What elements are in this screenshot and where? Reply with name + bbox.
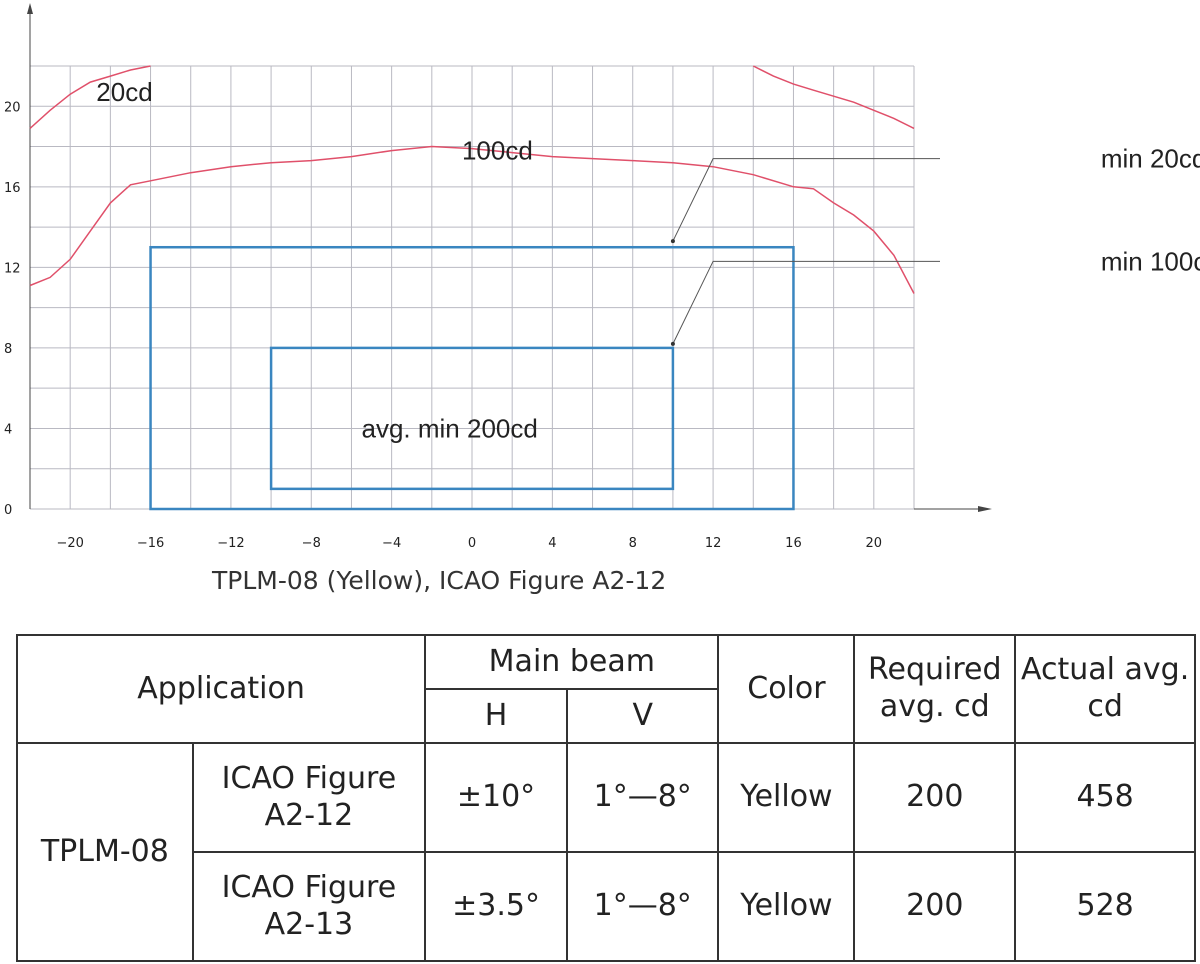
chart-axes: [27, 3, 992, 512]
isocandela-chart: −20 −16 −12 −8 −4 0 4 8 12 16 20 0 4 8 12 16 20 20cd 100cd…: [4, 3, 1200, 551]
cell-group: TPLM-08: [16, 742, 194, 962]
chart-labels: −20 −16 −12 −8 −4 0 4 8 12 16 20 0 4 8 12 16 20 20cd 100cd…: [4, 77, 1200, 551]
annotation-label: min 20cd: [1101, 144, 1200, 174]
x-tick-label: 16: [785, 536, 802, 551]
x-tick-label: −16: [137, 536, 164, 551]
avg-min-200cd-region: [269, 346, 675, 491]
chart-grid: [29, 65, 915, 510]
annotation-label: min 100cd: [1101, 246, 1200, 276]
cell-figure: ICAO Figure A2-12: [191, 742, 427, 853]
y-tick-label: 16: [4, 181, 21, 196]
series-line-100cd: [29, 145, 915, 294]
header-v: V: [565, 688, 720, 744]
cell-figure: ICAO Figure A2-13: [191, 851, 427, 962]
y-tick-label: 20: [4, 100, 21, 115]
callout-min-100cd-dot: [670, 341, 675, 346]
chart-caption: TPLM-08 (Yellow), ICAO Figure A2-12: [212, 566, 667, 595]
x-tick-label: −4: [382, 536, 401, 551]
chart-series: [29, 65, 915, 294]
x-tick-label: 20: [866, 536, 883, 551]
x-tick-label: −8: [302, 536, 321, 551]
header-color: Color: [717, 634, 856, 744]
y-axis-arrow: [27, 3, 33, 14]
cell-required: 200: [853, 742, 1017, 853]
table-subheader-row: H V: [17, 688, 1195, 744]
header-application: Application: [15, 634, 427, 744]
spec-table: Application Main beam Color Required avg…: [15, 634, 1196, 962]
annotation-label: avg. min 200cd: [362, 413, 538, 443]
cell-required: 200: [853, 851, 1017, 962]
y-tick-label: 8: [4, 342, 12, 357]
cell-v: 1°—8°: [565, 742, 720, 853]
header-h: H: [424, 688, 568, 744]
y-tick-label: 0: [4, 503, 12, 518]
table-row: ICAO Figure A2-13 ±3.5° 1°—8° Yellow 200…: [17, 851, 1196, 962]
callout-min-20cd-dot: [670, 239, 675, 244]
cell-v: 1°—8°: [565, 851, 720, 962]
x-tick-label: 0: [468, 536, 476, 551]
chart-regions: [149, 245, 795, 511]
y-tick-label: 4: [4, 422, 12, 437]
header-required: Required avg. cd: [853, 634, 1017, 744]
callout-min-100cd: [672, 260, 940, 345]
cell-actual: 458: [1014, 742, 1196, 853]
cell-color: Yellow: [717, 742, 856, 853]
x-axis-arrow: [978, 506, 992, 512]
cell-color: Yellow: [717, 851, 856, 962]
header-actual: Actual avg. cd: [1014, 634, 1196, 744]
table-header-row: Application Main beam Color Required avg…: [15, 634, 1196, 744]
table-row: TPLM-08 ICAO Figure A2-12 ±10° 1°—8° Yel…: [16, 742, 1196, 962]
cell-h: ±10°: [424, 742, 568, 853]
x-tick-label: −12: [217, 536, 244, 551]
x-tick-label: −20: [56, 536, 83, 551]
x-tick-label: 4: [548, 536, 556, 551]
header-main-beam: Main beam: [424, 634, 720, 690]
cell-h: ±3.5°: [424, 851, 568, 962]
cell-actual: 528: [1014, 851, 1196, 962]
y-tick-label: 12: [4, 261, 21, 276]
annotation-label: 20cd: [96, 77, 152, 107]
series-line-20cd-right: [752, 65, 915, 130]
min-100cd-region: [149, 245, 795, 511]
annotation-label: 100cd: [462, 136, 533, 166]
series-line-20cd-left: [29, 65, 151, 129]
x-tick-label: 12: [705, 536, 722, 551]
callout-min-20cd: [672, 158, 940, 242]
chart-callouts: [670, 158, 940, 346]
x-tick-label: 8: [629, 536, 637, 551]
